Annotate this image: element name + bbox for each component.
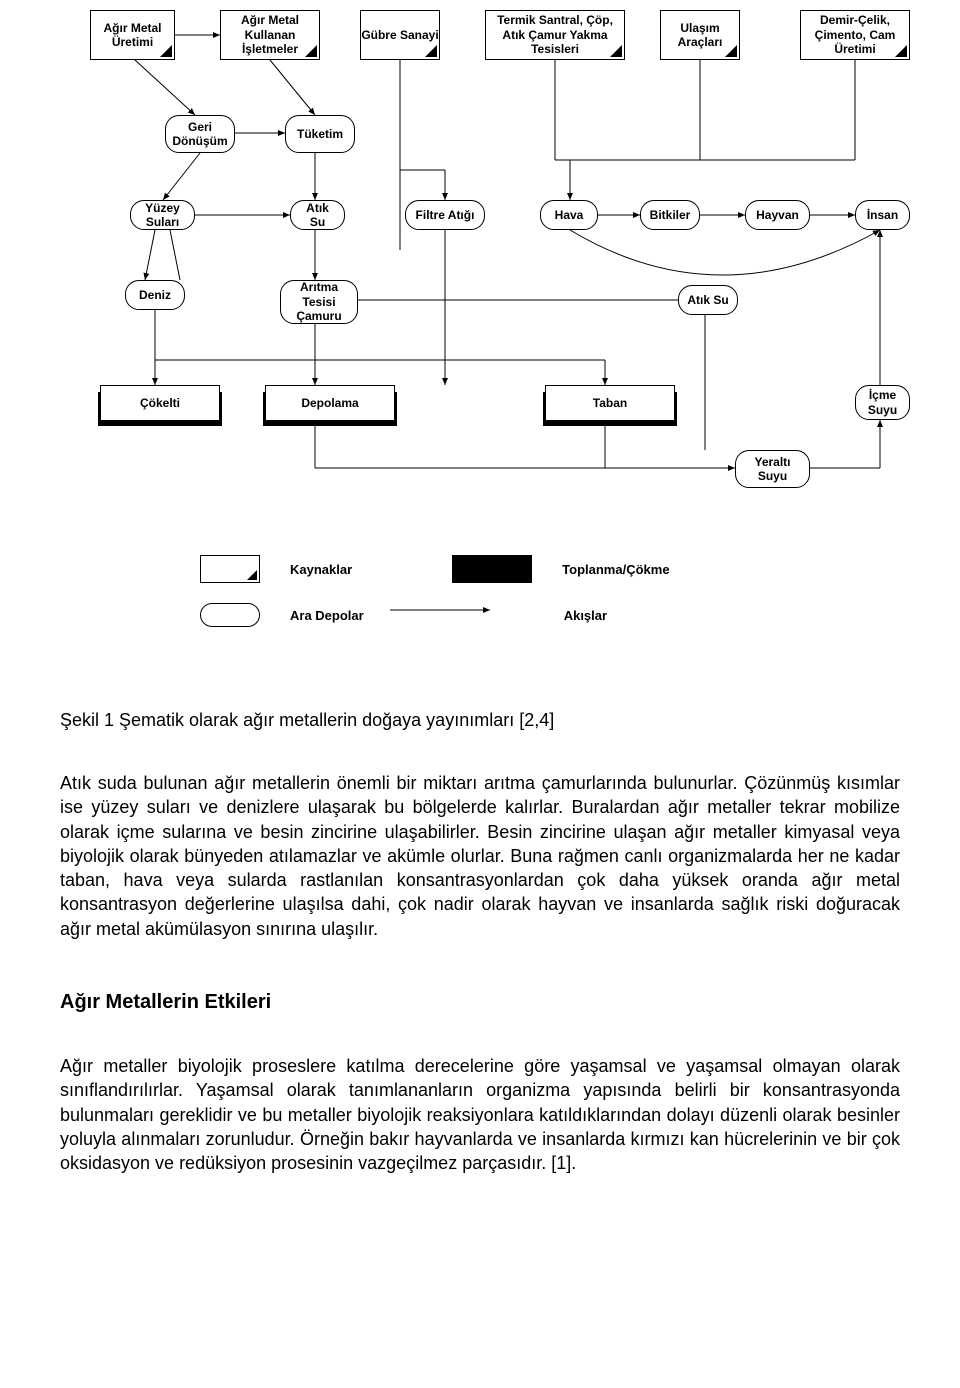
source-demir: Demir-Çelik, Çimento, Cam Üretimi — [800, 10, 910, 60]
legend-aradepo-label: Ara Depolar — [290, 608, 364, 623]
source-ulasim: Ulaşım Araçları — [660, 10, 740, 60]
legend-round-icon — [200, 603, 260, 627]
flow-diagram: Ağır Metal Üretimi Ağır Metal Kullanan İ… — [0, 0, 960, 700]
node-hava: Hava — [540, 200, 598, 230]
node-bitkiler: Bitkiler — [640, 200, 700, 230]
legend-source-icon — [200, 555, 260, 583]
figure-caption: Şekil 1 Şematik olarak ağır metallerin d… — [0, 700, 960, 751]
legend-akislar-label: Akışlar — [564, 608, 607, 623]
node-yuzey-sulari: Yüzey Suları — [130, 200, 195, 230]
legend-toplanma-label: Toplanma/Çökme — [562, 562, 669, 577]
sink-taban: Taban — [545, 385, 675, 421]
node-tuketim: Tüketim — [285, 115, 355, 153]
legend-kaynaklar-label: Kaynaklar — [290, 562, 352, 577]
source-agir-metal-uretimi: Ağır Metal Üretimi — [90, 10, 175, 60]
paragraph-2: Ağır metaller biyolojik proseslere katıl… — [0, 1034, 960, 1195]
source-agir-metal-isletmeler: Ağır Metal Kullanan İşletmeler — [220, 10, 320, 60]
node-filtre-atigi: Filtre Atığı — [405, 200, 485, 230]
node-aritma: Arıtma Tesisi Çamuru — [280, 280, 358, 324]
node-yeralti-suyu: Yeraltı Suyu — [735, 450, 810, 488]
paragraph-1: Atık suda bulunan ağır metallerin önemli… — [0, 751, 960, 961]
section-heading: Ağır Metallerin Etkileri — [0, 991, 960, 1014]
node-hayvan: Hayvan — [745, 200, 810, 230]
legend-sink-icon — [452, 555, 532, 583]
node-atik-su: Atık Su — [290, 200, 345, 230]
node-geri-donusum: Geri Dönüşüm — [165, 115, 235, 153]
sink-cokelti: Çökelti — [100, 385, 220, 421]
node-atik-su2: Atık Su — [678, 285, 738, 315]
node-insan: İnsan — [855, 200, 910, 230]
sink-depolama: Depolama — [265, 385, 395, 421]
node-icme-suyu: İçme Suyu — [855, 385, 910, 420]
source-gubre-sanayi: Gübre Sanayi — [360, 10, 440, 60]
legend: Kaynaklar Toplanma/Çökme Ara Depolar Akı… — [200, 555, 670, 627]
node-deniz: Deniz — [125, 280, 185, 310]
source-termik: Termik Santral, Çöp, Atık Çamur Yakma Te… — [485, 10, 625, 60]
